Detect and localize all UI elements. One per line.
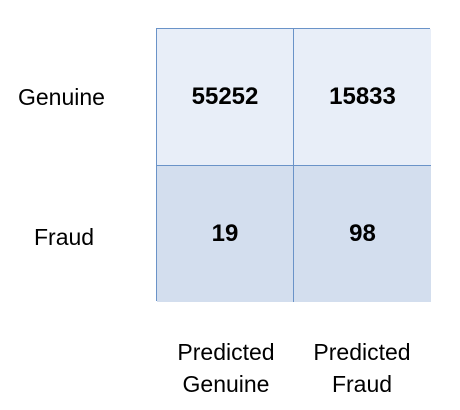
cell-genuine-predicted-genuine: 55252 [157,29,294,166]
column-label-predicted-genuine: Predicted Genuine [164,336,288,400]
row-label-genuine: Genuine [18,84,105,110]
column-label-predicted-fraud-line-1: Predicted [313,339,411,365]
row-label-fraud: Fraud [34,224,95,250]
cell-fraud-predicted-genuine: 19 [157,166,294,302]
cell-genuine-predicted-fraud: 15833 [294,29,431,166]
matrix-grid: 55252 15833 19 98 [156,28,431,302]
column-label-predicted-genuine-line-1: Predicted [177,339,275,365]
column-label-predicted-fraud-line-2: Fraud [331,371,393,397]
cell-fraud-predicted-fraud: 98 [294,166,431,302]
column-label-predicted-fraud: Predicted Fraud [300,336,424,400]
column-label-predicted-genuine-line-2: Genuine [182,371,270,397]
